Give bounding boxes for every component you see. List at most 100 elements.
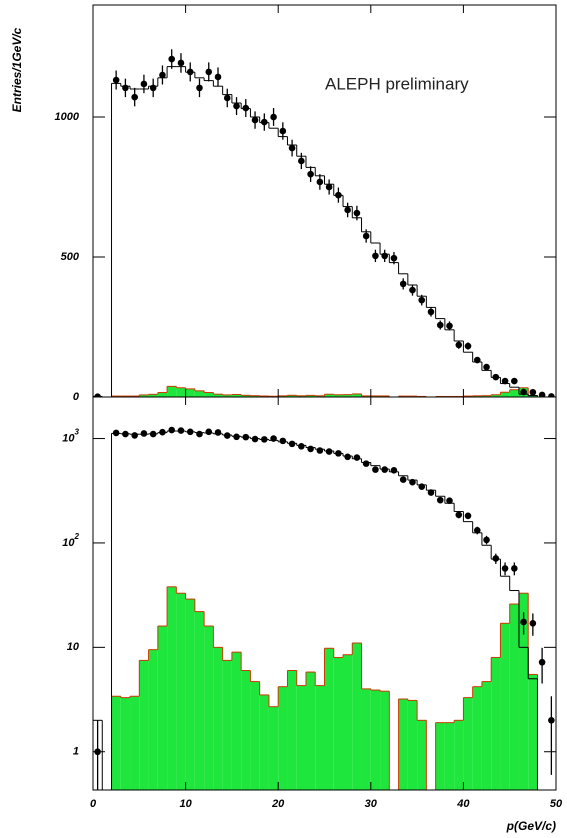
data-point [131,93,138,101]
background-bar [352,643,362,790]
background-bar [204,626,214,790]
x-tick-label: 10 [179,798,192,810]
data-point [501,377,509,385]
data-point [548,717,555,724]
background-bar [139,394,149,397]
data-point [473,527,481,534]
data-point [112,429,120,437]
data-point [214,429,222,436]
data-point [261,436,268,443]
background-bar [148,649,158,790]
background-bar [361,688,371,790]
data-point [409,286,416,294]
data-point [390,254,398,262]
plot-area [93,49,555,397]
data-point [177,59,185,67]
background-bar [222,660,232,790]
data-point [538,658,546,666]
data-point [473,356,481,364]
data-point [372,466,379,473]
tick-base: 10 [62,537,75,549]
data-point [168,55,176,63]
background-bar [204,392,214,397]
background-bar [250,395,260,397]
data-point [223,432,231,439]
data-point [196,84,203,92]
background-bar [343,394,353,397]
data-point [353,209,361,217]
background-bar [370,690,381,790]
background-bar [213,647,223,790]
data-point [307,170,314,178]
x-axis-label: p(GeV/c) [506,819,556,833]
y-tick-label: 1 [73,746,79,758]
background-bar [167,586,177,790]
plot-area [93,426,555,790]
background-bar [407,700,418,790]
data-point [233,102,240,110]
background-bar [278,686,288,790]
background-bar [194,611,205,790]
y-tick-label: 10 [67,641,80,653]
data-point [242,104,250,112]
data-point [436,496,444,504]
background-bar [370,395,381,397]
background-bar [305,395,316,397]
data-point [344,206,351,214]
background-bar [463,697,473,790]
tick-exponent: 3 [75,428,80,437]
data-point [94,393,101,397]
data-point [511,565,518,572]
annotation: ALEPH preliminary [325,74,469,93]
background-bar [361,395,371,397]
background-bar [435,722,445,790]
data-point [520,388,527,396]
background-bar [157,626,168,790]
data-point [418,296,426,304]
y-tick-label: 1000 [55,111,80,123]
data-point [223,94,231,102]
frame [92,396,557,791]
background-bar [491,394,501,397]
data-point [399,280,407,288]
data-point [335,450,342,457]
background-bar [528,395,538,397]
background-bar [315,395,325,397]
background-bar [176,387,186,397]
data-point [353,454,361,461]
y-tick-label: 0 [73,391,80,403]
background-bar [315,685,325,790]
background-bar [287,395,297,397]
y-axis-label: Entries/1GeV/c [10,27,24,112]
data-point [140,430,148,437]
data-point [483,363,490,371]
data-point [251,116,259,124]
data-point [205,428,213,436]
x-tick-label: 50 [550,798,563,810]
data-point [316,447,324,454]
background-bar [324,394,334,397]
data-point [122,430,129,438]
background-bar [333,394,344,397]
data-point [372,252,379,260]
background-bar [176,593,186,790]
y-tick-label: 103 [62,428,79,445]
background-bar [287,670,297,790]
background-bar [130,696,140,790]
background-bar [296,685,306,790]
background-bar [324,648,334,790]
background-bar [250,681,260,790]
data-point [427,489,435,496]
background-bar [380,691,390,790]
background-bar [148,394,158,397]
data-point [418,483,426,490]
data-point [270,435,277,442]
background-bar [398,698,408,790]
background-bar [333,657,344,790]
background-bar [509,604,519,790]
background-bar [296,395,306,397]
background-bar [417,720,427,790]
background-bar [185,599,195,790]
background-bar [481,681,492,790]
